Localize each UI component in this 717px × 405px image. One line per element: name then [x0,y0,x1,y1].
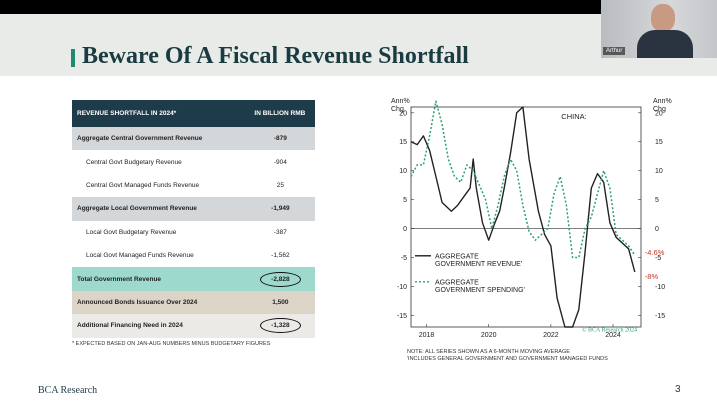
screen-top-bar [0,0,717,14]
row-label: Total Government Revenue [72,267,246,291]
y-tick-label-right: 20 [655,110,663,117]
participant-body [637,30,693,58]
legend-label: AGGREGATE [435,253,479,260]
row-value: -1,949 [245,197,315,221]
circled-value: -1,328 [260,318,301,334]
y-axis-label-left: Chg [391,106,404,113]
x-tick-label: 2020 [481,332,497,339]
china-revenue-chart: Ann% Chg Ann% Chg 20 20 15 15 10 10 5 5 0 0 -5 -5 -10 -10… [371,95,681,368]
plot-frame [410,106,642,328]
chart-note-line: NOTE: ALL SERIES SHOWN AS A 6-MONTH MOVI… [407,349,570,355]
y-tick-label-left: 0 [403,226,407,233]
row-value: -879 [245,127,315,151]
table-row: Central Govt Managed Funds Revenue 25 [72,173,315,198]
title-accent-bar [71,49,75,67]
table-row: Aggregate Central Government Revenue -87… [72,127,315,151]
y-tick-label-left: -15 [397,313,407,320]
chart-credit: © BCA Research 2024 [582,326,637,333]
legend-label: AGGREGATE [435,279,479,286]
y-tick-label-left: 5 [403,197,407,204]
table-footnote: * EXPECTED BASED ON JAN-AUG NUMBERS MINU… [72,341,271,347]
participant-name: Arthur [603,47,626,55]
x-tick-label: 2024 [605,332,621,339]
row-label: Central Govt Budgetary Revenue [72,150,246,174]
table-header-row: REVENUE SHORTFALL IN 2024* IN BILLION RM… [72,100,315,127]
revenue-shortfall-table: REVENUE SHORTFALL IN 2024* IN BILLION RM… [72,100,315,338]
table-row: Central Govt Budgetary Revenue -904 [72,150,315,174]
x-tick-label: 2022 [543,332,559,339]
row-value: 1,500 [245,290,315,315]
table-row: Local Govt Managed Funds Revenue -1,562 [72,243,315,268]
row-label: Local Govt Budgetary Revenue [72,220,246,244]
y-tick-label-right: -10 [655,284,665,291]
row-value-circled: -2,828 [245,267,315,291]
y-tick-label-right: -15 [655,313,665,320]
y-axis-label-left: Ann% [391,98,410,105]
legend-label: GOVERNMENT SPENDING' [435,287,525,294]
header-label: REVENUE SHORTFALL IN 2024* [72,100,246,127]
x-tick-label: 2018 [419,332,435,339]
participant-head [651,4,675,32]
table-row: Announced Bonds Issuance Over 2024 1,500 [72,290,315,315]
chart-note-line: 'INCLUDES GENERAL GOVERNMENT AND GOVERNM… [407,356,608,362]
y-tick-label-left: 20 [399,110,407,117]
series-end-label: -4.6% [645,248,665,257]
y-axis-label-right: Chg [653,106,666,113]
y-tick-label-right: 5 [655,197,659,204]
chart-notes: NOTE: ALL SERIES SHOWN AS A 6-MONTH MOVI… [407,349,608,363]
y-tick-label-right: 10 [655,168,663,175]
slide-title: Beware Of A Fiscal Revenue Shortfall [82,43,469,69]
y-tick-label-right: 15 [655,139,663,146]
row-value: 25 [245,173,315,198]
row-label: Announced Bonds Issuance Over 2024 [72,290,246,315]
row-label: Additional Financing Need in 2024 [72,314,246,338]
y-tick-label-right: 0 [655,226,659,233]
circled-value: -2,828 [260,271,301,287]
y-tick-label-left: -10 [397,284,407,291]
series-end-label: -8% [645,272,659,281]
row-value: -387 [245,220,315,244]
participant-video[interactable]: Arthur [601,0,717,58]
row-value-circled: -1,328 [245,314,315,338]
y-tick-label-left: 10 [399,168,407,175]
row-label: Aggregate Local Government Revenue [72,197,246,221]
row-label: Local Govt Managed Funds Revenue [72,243,246,268]
row-value: -904 [245,150,315,174]
chart-title: CHINA: [561,112,586,121]
table-row: Aggregate Local Government Revenue -1,94… [72,197,315,221]
bca-research-logo: BCA Research [38,385,98,396]
y-axis-label-right: Ann% [653,98,672,105]
revenue-series-line [410,106,636,328]
y-tick-label-left: 15 [399,139,407,146]
row-label: Aggregate Central Government Revenue [72,127,246,151]
row-label: Central Govt Managed Funds Revenue [72,173,246,198]
page-number: 3 [675,384,681,395]
table-row: Local Govt Budgetary Revenue -387 [72,220,315,244]
table-row: Additional Financing Need in 2024 -1,328 [72,314,315,338]
header-value: IN BILLION RMB [245,100,315,127]
y-tick-label-left: -5 [401,255,407,262]
row-value: -1,562 [245,243,315,268]
table-row-total: Total Government Revenue -2,828 [72,267,315,291]
y-tick-label-right: -5 [655,255,661,262]
title-band [0,14,717,76]
legend-label: GOVERNMENT REVENUE' [435,261,522,268]
